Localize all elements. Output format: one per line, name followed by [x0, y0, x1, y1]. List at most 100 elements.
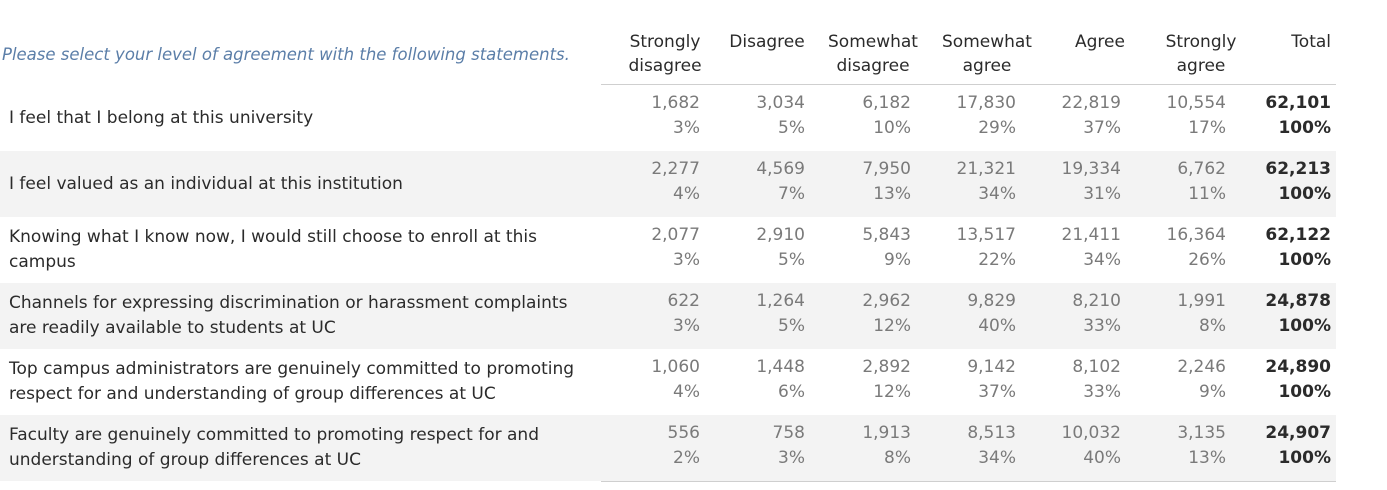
count-value: 13,517	[956, 225, 1016, 245]
value-cell: 3,034 5%	[756, 91, 805, 141]
value-cell: 1,991 8%	[1177, 289, 1226, 339]
count-value: 758	[772, 423, 805, 443]
count-value: 24,890	[1265, 357, 1331, 377]
value-cell: 1,448 6%	[756, 355, 805, 405]
value-cell: 8,210 33%	[1072, 289, 1121, 339]
value-cell: 9,142 37%	[967, 355, 1016, 405]
value-cell: 17,830 29%	[957, 91, 1016, 141]
row-label: Channels for expressing discrimination o…	[9, 293, 568, 338]
percent-value: 31%	[1083, 184, 1121, 204]
value-cell: 21,411 34%	[1062, 223, 1121, 273]
value-cell: 7,950 13%	[862, 157, 911, 207]
percent-value: 3%	[778, 448, 805, 468]
table-row: I feel that I belong at this university 1…	[0, 85, 1336, 151]
count-value: 622	[667, 291, 700, 311]
table-row: Faculty are genuinely committed to promo…	[0, 415, 1336, 481]
percent-value: 12%	[873, 316, 911, 336]
total-cell: 24,878 100%	[1265, 289, 1331, 339]
percent-value: 37%	[978, 382, 1016, 402]
percent-value: 9%	[1199, 382, 1226, 402]
count-value: 17,830	[956, 93, 1016, 113]
percent-value: 100%	[1278, 118, 1331, 138]
count-value: 1,264	[756, 291, 805, 311]
column-header: Strongly agree	[1165, 32, 1237, 76]
value-cell: 10,554 17%	[1167, 91, 1226, 141]
value-cell: 2,910 5%	[756, 223, 805, 273]
count-value: 62,101	[1265, 93, 1331, 113]
percent-value: 11%	[1188, 184, 1226, 204]
count-value: 8,513	[967, 423, 1016, 443]
value-cell: 8,513 34%	[967, 421, 1016, 471]
value-cell: 758 3%	[773, 421, 805, 471]
value-cell: 19,334 31%	[1062, 157, 1121, 207]
total-cell: 24,907 100%	[1265, 421, 1331, 471]
percent-value: 5%	[778, 118, 805, 138]
value-cell: 2,962 12%	[862, 289, 911, 339]
count-value: 5,843	[862, 225, 911, 245]
percent-value: 100%	[1278, 382, 1331, 402]
count-value: 2,910	[756, 225, 805, 245]
count-value: 22,819	[1061, 93, 1121, 113]
column-header: Somewhat agree	[942, 32, 1032, 76]
value-cell: 9,829 40%	[967, 289, 1016, 339]
percent-value: 8%	[1199, 316, 1226, 336]
row-label: Top campus administrators are genuinely …	[9, 359, 575, 404]
count-value: 19,334	[1061, 159, 1121, 179]
total-cell: 62,122 100%	[1265, 223, 1331, 273]
total-cell: 62,101 100%	[1265, 91, 1331, 141]
value-cell: 1,264 5%	[756, 289, 805, 339]
percent-value: 13%	[873, 184, 911, 204]
percent-value: 3%	[673, 250, 700, 270]
value-cell: 4,569 7%	[756, 157, 805, 207]
value-cell: 556 2%	[668, 421, 700, 471]
header-divider	[601, 84, 1336, 85]
percent-value: 2%	[673, 448, 700, 468]
value-cell: 13,517 22%	[957, 223, 1016, 273]
column-header: Agree	[1075, 32, 1125, 52]
count-value: 6,762	[1177, 159, 1226, 179]
value-cell: 1,682 3%	[651, 91, 700, 141]
value-cell: 6,182 10%	[862, 91, 911, 141]
count-value: 2,962	[862, 291, 911, 311]
count-value: 21,411	[1061, 225, 1121, 245]
value-cell: 16,364 26%	[1167, 223, 1226, 273]
table-row: Top campus administrators are genuinely …	[0, 349, 1336, 415]
count-value: 8,102	[1072, 357, 1121, 377]
count-value: 3,034	[756, 93, 805, 113]
column-header: Disagree	[729, 32, 805, 52]
value-cell: 21,321 34%	[957, 157, 1016, 207]
total-cell: 24,890 100%	[1265, 355, 1331, 405]
percent-value: 34%	[1083, 250, 1121, 270]
percent-value: 37%	[1083, 118, 1121, 138]
percent-value: 100%	[1278, 250, 1331, 270]
percent-value: 22%	[978, 250, 1016, 270]
count-value: 9,829	[967, 291, 1016, 311]
column-header: Total	[1291, 32, 1331, 52]
percent-value: 34%	[978, 448, 1016, 468]
percent-value: 40%	[978, 316, 1016, 336]
column-header: Strongly disagree	[628, 32, 702, 76]
percent-value: 5%	[778, 316, 805, 336]
count-value: 1,682	[651, 93, 700, 113]
value-cell: 3,135 13%	[1177, 421, 1226, 471]
value-cell: 1,913 8%	[862, 421, 911, 471]
percent-value: 33%	[1083, 316, 1121, 336]
count-value: 10,032	[1061, 423, 1121, 443]
row-label: I feel that I belong at this university	[9, 107, 314, 128]
row-label: Knowing what I know now, I would still c…	[9, 227, 537, 272]
count-value: 24,907	[1265, 423, 1331, 443]
row-label: Faculty are genuinely committed to promo…	[9, 425, 539, 470]
count-value: 2,246	[1177, 357, 1226, 377]
value-cell: 2,277 4%	[651, 157, 700, 207]
value-cell: 2,246 9%	[1177, 355, 1226, 405]
percent-value: 4%	[673, 184, 700, 204]
value-cell: 1,060 4%	[651, 355, 700, 405]
percent-value: 33%	[1083, 382, 1121, 402]
count-value: 24,878	[1265, 291, 1331, 311]
count-value: 1,991	[1177, 291, 1226, 311]
value-cell: 622 3%	[668, 289, 700, 339]
percent-value: 6%	[778, 382, 805, 402]
percent-value: 4%	[673, 382, 700, 402]
value-cell: 2,077 3%	[651, 223, 700, 273]
value-cell: 8,102 33%	[1072, 355, 1121, 405]
